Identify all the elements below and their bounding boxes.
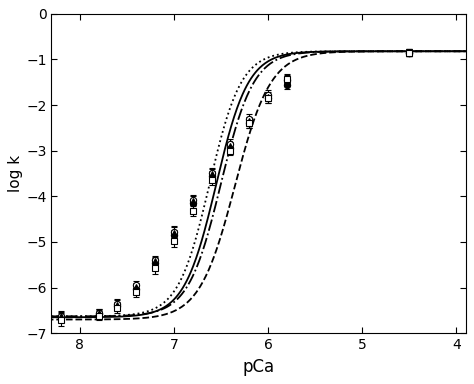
X-axis label: pCa: pCa — [243, 358, 274, 376]
Y-axis label: log k: log k — [9, 155, 23, 192]
